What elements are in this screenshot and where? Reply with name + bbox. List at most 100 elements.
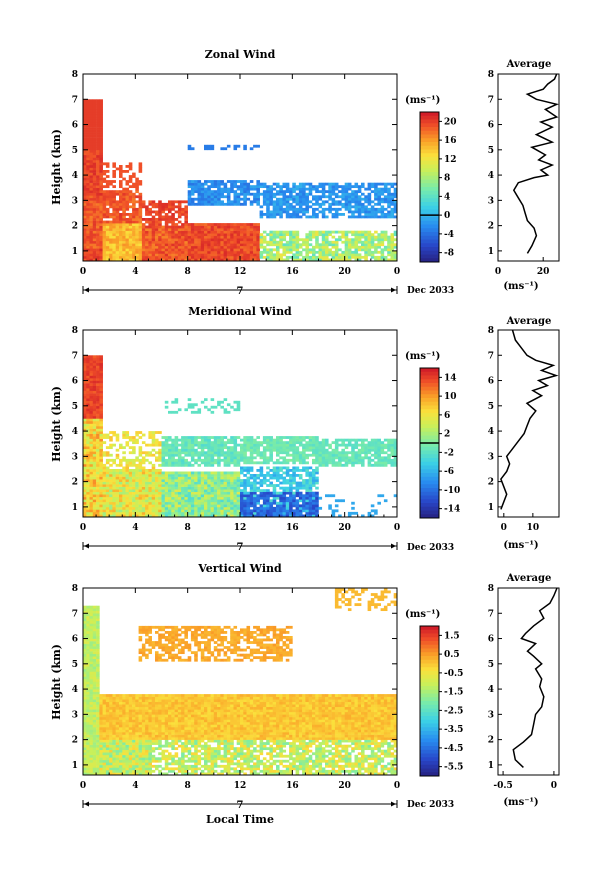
heatmap-cell <box>279 469 283 472</box>
heatmap-cell <box>122 494 126 498</box>
heatmap-cell <box>138 474 143 477</box>
heatmap-cell <box>190 436 195 439</box>
heatmap-cell <box>380 238 385 242</box>
heatmap-cell <box>249 255 254 259</box>
heatmap-cell <box>158 441 162 445</box>
heatmap-cell <box>92 170 97 173</box>
heatmap-cell <box>171 461 175 465</box>
heatmap-cell <box>83 182 87 186</box>
heatmap-cell <box>125 223 130 226</box>
heatmap-cell <box>236 509 241 513</box>
heatmap-cell <box>171 228 175 231</box>
heatmap-cell <box>236 245 241 249</box>
heatmap-cell <box>243 245 247 249</box>
heatmap-cell <box>112 218 116 221</box>
heatmap-cell <box>240 491 244 495</box>
heatmap-cell <box>148 496 152 500</box>
heatmap-cell <box>112 511 116 515</box>
heatmap-cell <box>92 408 97 412</box>
heatmap-cell <box>233 448 238 452</box>
heatmap-cell <box>367 187 372 191</box>
heatmap-cell <box>367 514 372 517</box>
heatmap-cell <box>122 218 126 221</box>
heatmap-cell <box>174 463 179 467</box>
heatmap-cell <box>184 225 188 229</box>
heatmap-cell <box>102 258 107 261</box>
heatmap-cell <box>383 230 388 234</box>
heatmap-cell <box>276 511 280 515</box>
heatmap-cell <box>89 466 94 470</box>
heatmap-cell <box>92 463 97 467</box>
heatmap-cell <box>138 453 143 457</box>
heatmap-cell <box>151 469 156 472</box>
heatmap-cell <box>105 230 110 234</box>
heatmap-cell <box>204 240 208 244</box>
heatmap-cell <box>96 154 100 158</box>
heatmap-cell <box>194 436 198 439</box>
heatmap-cell <box>132 195 136 199</box>
heatmap-cell <box>262 245 267 249</box>
heatmap-cell <box>302 456 306 460</box>
heatmap-cell <box>226 476 231 480</box>
heatmap-cell <box>187 514 192 517</box>
heatmap-cell <box>148 433 152 437</box>
heatmap-cell <box>187 463 192 467</box>
heatmap-cell <box>89 187 94 191</box>
heatmap-cell <box>204 438 208 442</box>
heatmap-cell <box>374 192 378 196</box>
heatmap-cell <box>325 451 329 455</box>
heatmap-cell <box>161 243 166 247</box>
heatmap-cell <box>96 385 100 389</box>
heatmap-cell <box>204 202 208 206</box>
heatmap-cell <box>236 481 241 485</box>
heatmap-cell <box>298 185 303 189</box>
heatmap-cell <box>145 235 149 239</box>
heatmap-cell <box>200 479 205 482</box>
heatmap-cell <box>351 448 355 452</box>
heatmap-cell <box>197 192 202 196</box>
heatmap-cell <box>128 499 133 503</box>
heatmap-cell <box>122 504 126 508</box>
heatmap-cell <box>269 248 273 252</box>
heatmap-cell <box>256 258 260 261</box>
heatmap-cell <box>184 471 188 475</box>
heatmap-cell <box>233 491 238 495</box>
heatmap-cell <box>279 438 283 442</box>
heatmap-cell <box>364 253 368 257</box>
heatmap-cell <box>99 423 103 427</box>
heatmap-cell <box>325 453 329 457</box>
heatmap-cell <box>233 190 238 194</box>
heatmap-cell <box>312 438 316 442</box>
heatmap-cell <box>240 245 244 249</box>
heatmap-cell <box>276 451 280 455</box>
heatmap-cell <box>331 253 336 257</box>
heatmap-cell <box>105 484 110 487</box>
heatmap-cell <box>374 511 378 515</box>
heatmap-cell <box>125 233 130 237</box>
heatmap-cell <box>99 192 103 196</box>
heatmap-cell <box>161 476 166 480</box>
heatmap-cell <box>92 172 97 176</box>
heatmap-cell <box>207 471 211 475</box>
heatmap-cell <box>249 147 254 151</box>
heatmap-cell <box>138 248 143 252</box>
heatmap-cell <box>83 486 87 490</box>
heatmap-cell <box>243 441 247 445</box>
heatmap-cell <box>174 250 179 254</box>
heatmap-cell <box>217 504 221 508</box>
heatmap-cell <box>115 258 120 261</box>
heatmap-cell <box>272 499 277 503</box>
heatmap-cell <box>354 233 359 237</box>
heatmap-cell <box>119 499 123 503</box>
heatmap-cell <box>125 220 130 224</box>
heatmap-cell <box>302 453 306 457</box>
heatmap-cell <box>164 496 169 500</box>
heatmap-cell <box>86 142 90 146</box>
colorbar-tick-label: 8 <box>444 174 450 184</box>
heatmap-cell <box>148 230 152 234</box>
heatmap-cell <box>190 403 195 407</box>
heatmap-cell <box>334 448 339 452</box>
heatmap-cell <box>119 511 123 515</box>
heatmap-cell <box>223 446 228 450</box>
heatmap-cell <box>305 496 309 500</box>
